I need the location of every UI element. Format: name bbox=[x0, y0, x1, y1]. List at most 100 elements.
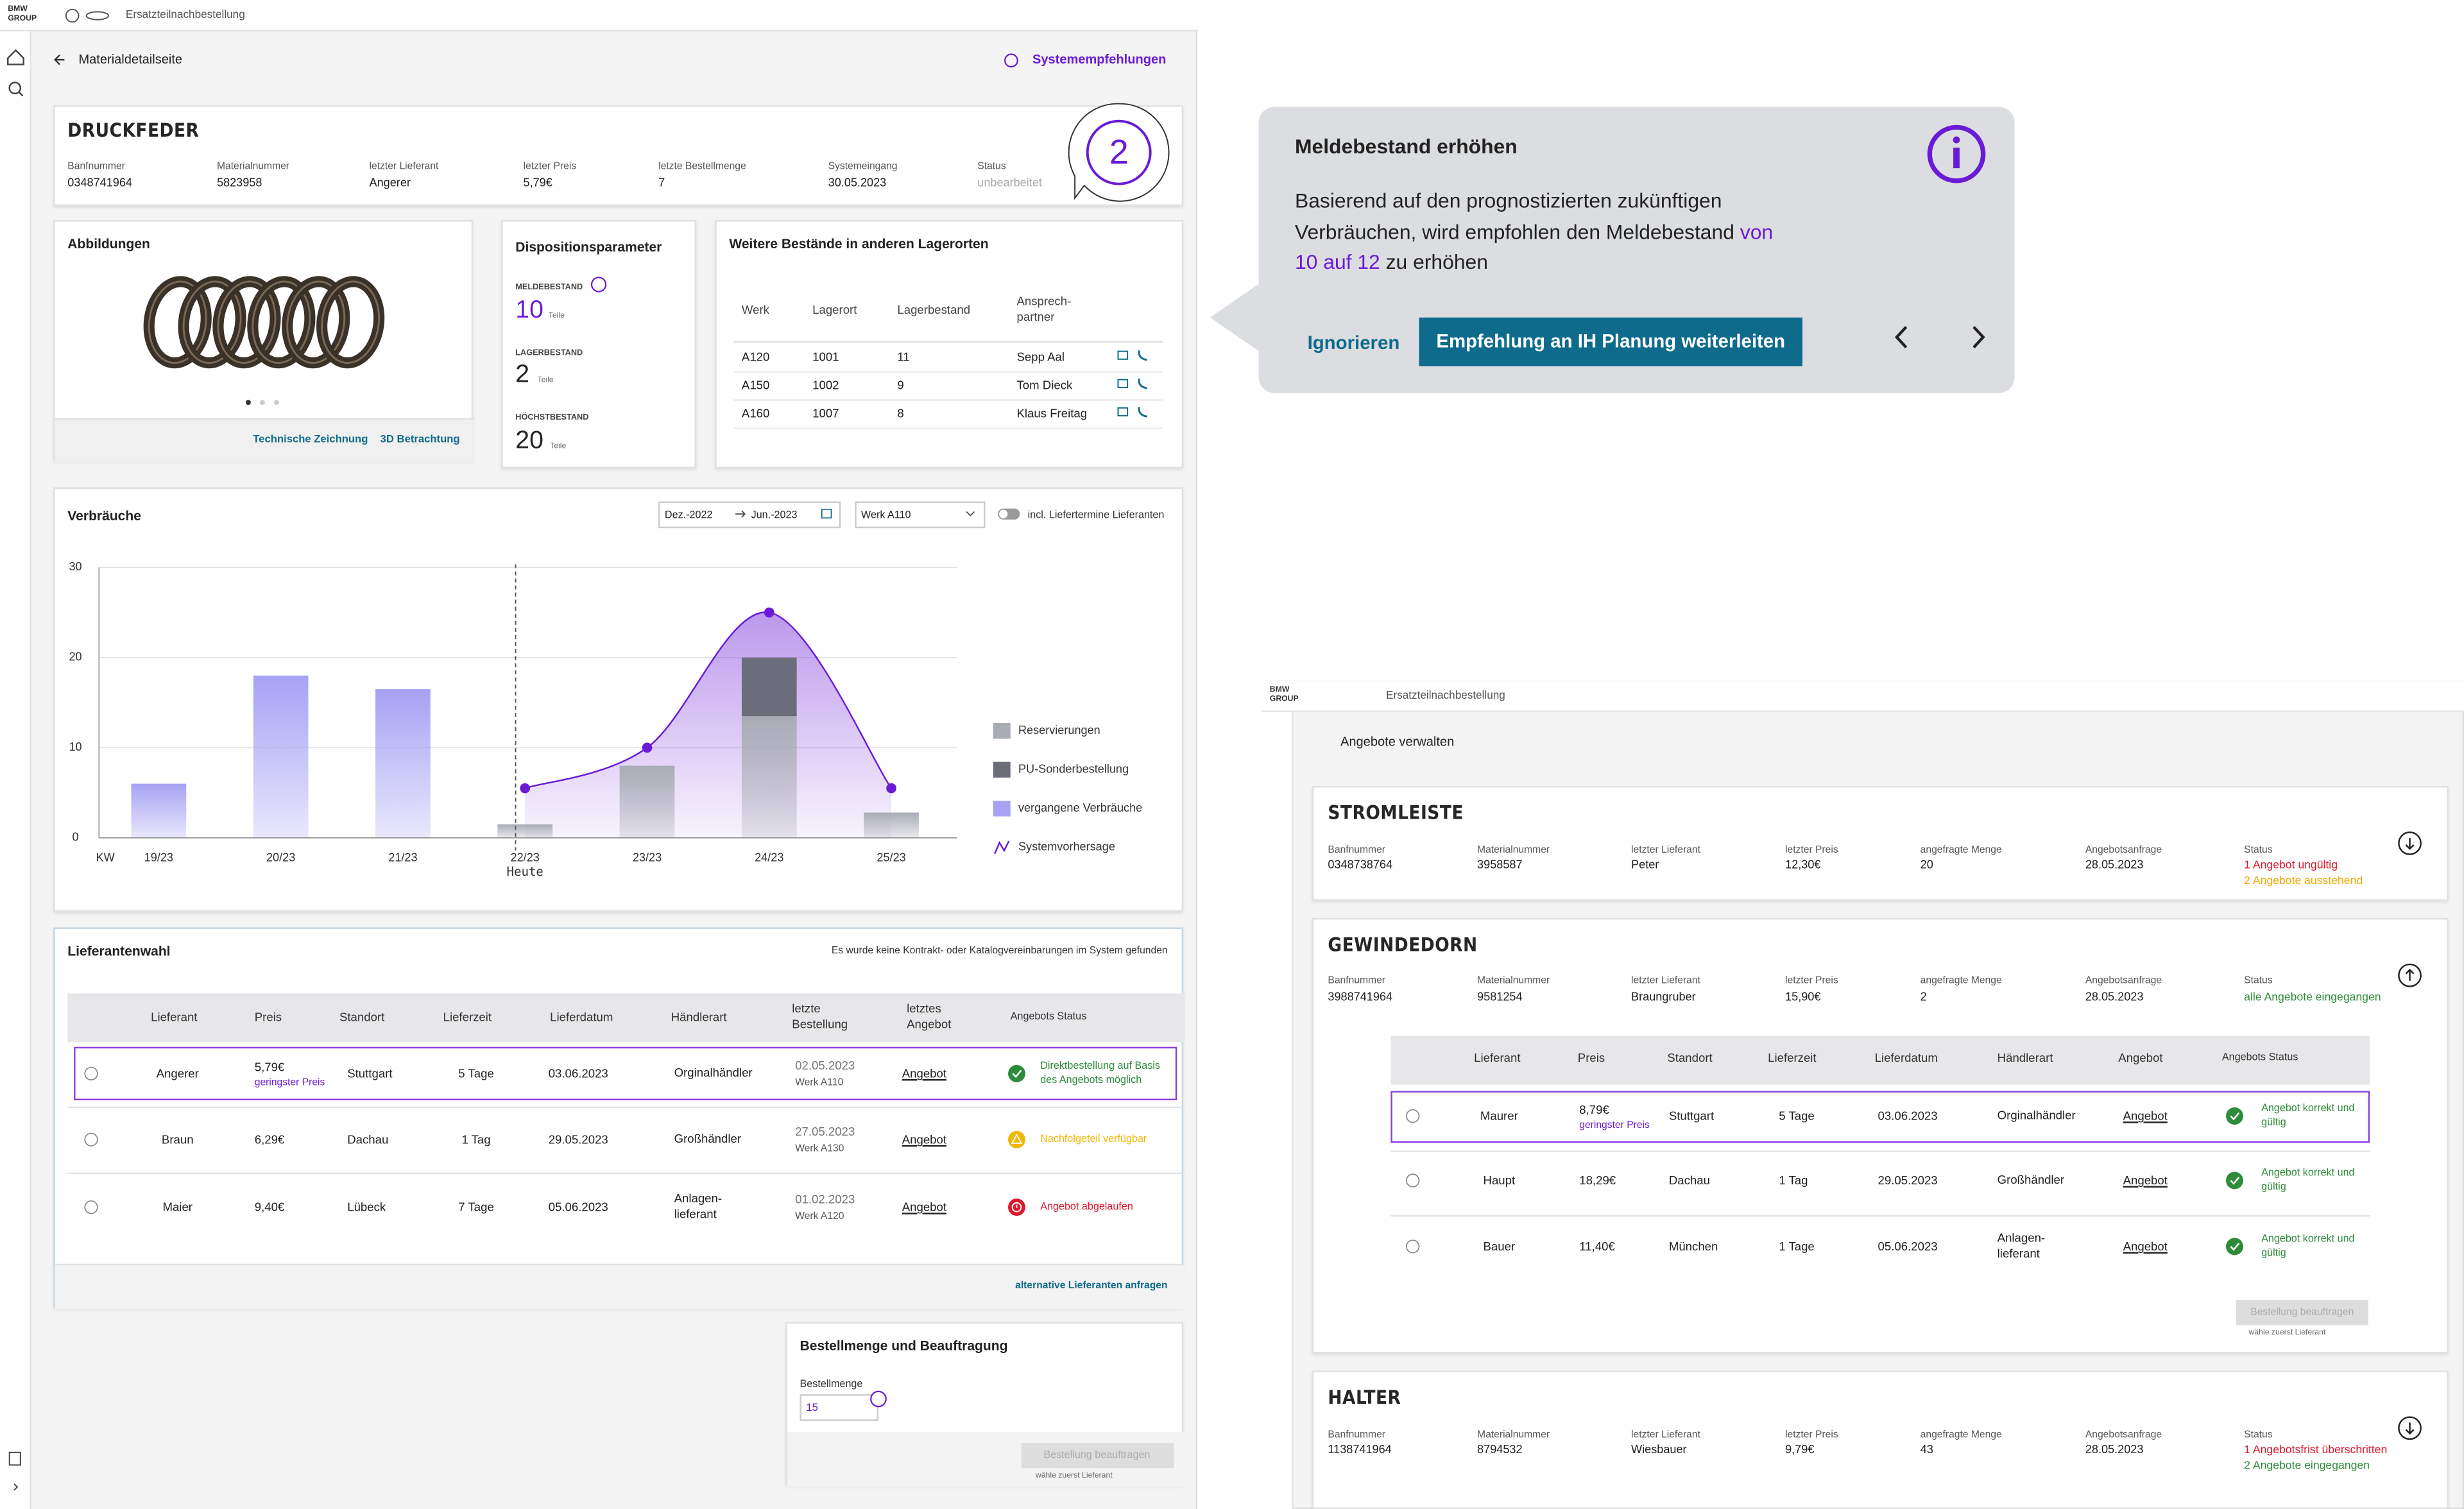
expand-button[interactable] bbox=[2398, 831, 2422, 855]
info-icon bbox=[590, 277, 607, 293]
home-icon[interactable] bbox=[7, 49, 24, 65]
stock-cell: Tom Dieck bbox=[1016, 378, 1073, 393]
field-label: letzter Lieferant bbox=[369, 161, 439, 173]
badge-bubble bbox=[1068, 103, 1170, 202]
table-header bbox=[1390, 1036, 2370, 1085]
next-button[interactable] bbox=[1972, 326, 1985, 348]
mail-icon[interactable] bbox=[1117, 350, 1129, 360]
lead-time: 5 Tage bbox=[1779, 1109, 1815, 1123]
delivery-date: 29.05.2023 bbox=[1878, 1173, 1938, 1188]
tooltip-highlight: von 10 auf 12 bbox=[1294, 219, 1774, 274]
location: Dachau bbox=[1668, 1173, 1710, 1188]
date-range[interactable] bbox=[658, 501, 841, 529]
stock-title: Weitere Bestände in anderen Lagerorten bbox=[729, 235, 989, 252]
field-label: Status bbox=[2244, 1429, 2273, 1441]
expand-icon[interactable] bbox=[13, 1483, 19, 1491]
icon bbox=[246, 400, 279, 405]
price: 11,40€ bbox=[1579, 1239, 1615, 1254]
tooltip-info-bar bbox=[1953, 148, 1960, 169]
search-icon[interactable] bbox=[8, 81, 22, 95]
phone-icon[interactable] bbox=[1138, 350, 1148, 361]
previous-button[interactable] bbox=[1894, 326, 1908, 348]
arrow-glyph bbox=[2405, 1422, 2415, 1435]
app-title: Ersatzteilnachbestellung bbox=[1386, 690, 1505, 702]
radio-button[interactable] bbox=[1405, 1240, 1420, 1254]
info-icon[interactable] bbox=[8, 1451, 21, 1466]
radio-button[interactable] bbox=[1405, 1109, 1420, 1123]
offer-link[interactable]: Angebot bbox=[902, 1200, 947, 1215]
field-label: Banfnummer bbox=[67, 161, 125, 173]
carousel-dot bbox=[260, 400, 265, 405]
calendar-icon bbox=[821, 508, 832, 519]
legend-swatch bbox=[993, 723, 1011, 739]
table-header-cell: Angebots Status bbox=[2221, 1052, 2298, 1064]
phone-icon[interactable] bbox=[1138, 407, 1148, 418]
order-button[interactable] bbox=[1021, 1443, 1174, 1469]
expand-button[interactable] bbox=[2398, 1416, 2422, 1440]
stock-cell: A150 bbox=[741, 378, 770, 393]
quantity-input[interactable] bbox=[800, 1394, 878, 1421]
material-status: 2 Angebote eingegangen bbox=[2244, 1458, 2370, 1472]
radio-button[interactable] bbox=[84, 1066, 98, 1081]
forward-button[interactable]: Empfehlung an IH Planung weiterleiten bbox=[1419, 317, 1803, 366]
stock-header-line bbox=[733, 341, 1163, 343]
icon bbox=[870, 1390, 887, 1408]
alternative-link[interactable]: alternative Lieferanten anfragen bbox=[1015, 1280, 1168, 1292]
toggle-knob bbox=[999, 509, 1008, 518]
phone-icon[interactable] bbox=[1138, 379, 1148, 389]
field-value: 20 bbox=[1920, 857, 1933, 872]
field-label: letzter Preis bbox=[1785, 1429, 1838, 1441]
view-3d-link[interactable]: 3D Betrachtung bbox=[380, 434, 460, 446]
supplier-name: Maier bbox=[162, 1200, 193, 1215]
field-value: 5823958 bbox=[216, 175, 262, 190]
field-value: Wiesbauer bbox=[1631, 1442, 1687, 1456]
field-label: letzte Bestellmenge bbox=[658, 161, 746, 173]
selected-row bbox=[1390, 1091, 2370, 1143]
forecast-area bbox=[525, 612, 892, 838]
recommendations-link[interactable]: Systemempfehlungen bbox=[1032, 53, 1167, 67]
brand: BMW GROUP bbox=[1269, 685, 1299, 704]
table-header-cell: Preis bbox=[254, 1010, 282, 1025]
table-header-cell: Lieferant bbox=[1474, 1050, 1521, 1065]
y-tick-label: 10 bbox=[69, 740, 81, 753]
ignore-button[interactable]: Ignorieren bbox=[1307, 331, 1400, 354]
bmw-logo bbox=[65, 8, 80, 23]
status-check bbox=[2230, 1177, 2240, 1185]
order-button[interactable] bbox=[2236, 1300, 2368, 1326]
field-value: 9581254 bbox=[1477, 989, 1523, 1004]
offer-link[interactable]: Angebot bbox=[902, 1066, 947, 1081]
radio-button[interactable] bbox=[84, 1200, 98, 1215]
icon bbox=[2226, 1238, 2243, 1256]
field-value: 0348738764 bbox=[1328, 857, 1393, 872]
mail-icon[interactable] bbox=[1117, 379, 1129, 388]
radio-button[interactable] bbox=[84, 1132, 98, 1147]
offer-link[interactable]: Angebot bbox=[2123, 1173, 2168, 1188]
back-arrow[interactable] bbox=[53, 54, 65, 65]
offer-link[interactable]: Angebot bbox=[2123, 1239, 2168, 1254]
field-value: 5,79€ bbox=[523, 175, 552, 190]
table-header-cell: Preis bbox=[1577, 1050, 1605, 1065]
usage-title: Verbräuche bbox=[67, 507, 141, 524]
field-label: letzter Preis bbox=[523, 161, 577, 173]
mail-icon[interactable] bbox=[1117, 407, 1129, 417]
bar bbox=[131, 783, 187, 838]
offer-link[interactable]: Angebot bbox=[2123, 1109, 2168, 1123]
field-value: unbearbeitet bbox=[977, 175, 1042, 190]
legend-swatch bbox=[993, 762, 1011, 778]
spring-highlight bbox=[217, 280, 277, 364]
field-label: angefragte Menge bbox=[1920, 975, 2002, 987]
field-value: 43 bbox=[1920, 1442, 1933, 1456]
supplier-name: Bauer bbox=[1483, 1239, 1516, 1254]
drawing-link[interactable]: Technische Zeichnung bbox=[253, 434, 368, 446]
collapse-button[interactable] bbox=[2398, 963, 2422, 987]
field-value: Angerer bbox=[369, 175, 411, 190]
badge-number: 2 bbox=[1109, 132, 1129, 172]
price-note: geringster Preis bbox=[1579, 1120, 1650, 1131]
arrow-glyph bbox=[2405, 968, 2415, 981]
radio-button[interactable] bbox=[1405, 1173, 1420, 1188]
plant-select[interactable] bbox=[855, 501, 986, 529]
date-arrow bbox=[735, 510, 746, 518]
last-plant: Werk A110 bbox=[795, 1077, 844, 1089]
offer-link[interactable]: Angebot bbox=[902, 1132, 947, 1147]
supplier-name: Angerer bbox=[156, 1066, 199, 1081]
